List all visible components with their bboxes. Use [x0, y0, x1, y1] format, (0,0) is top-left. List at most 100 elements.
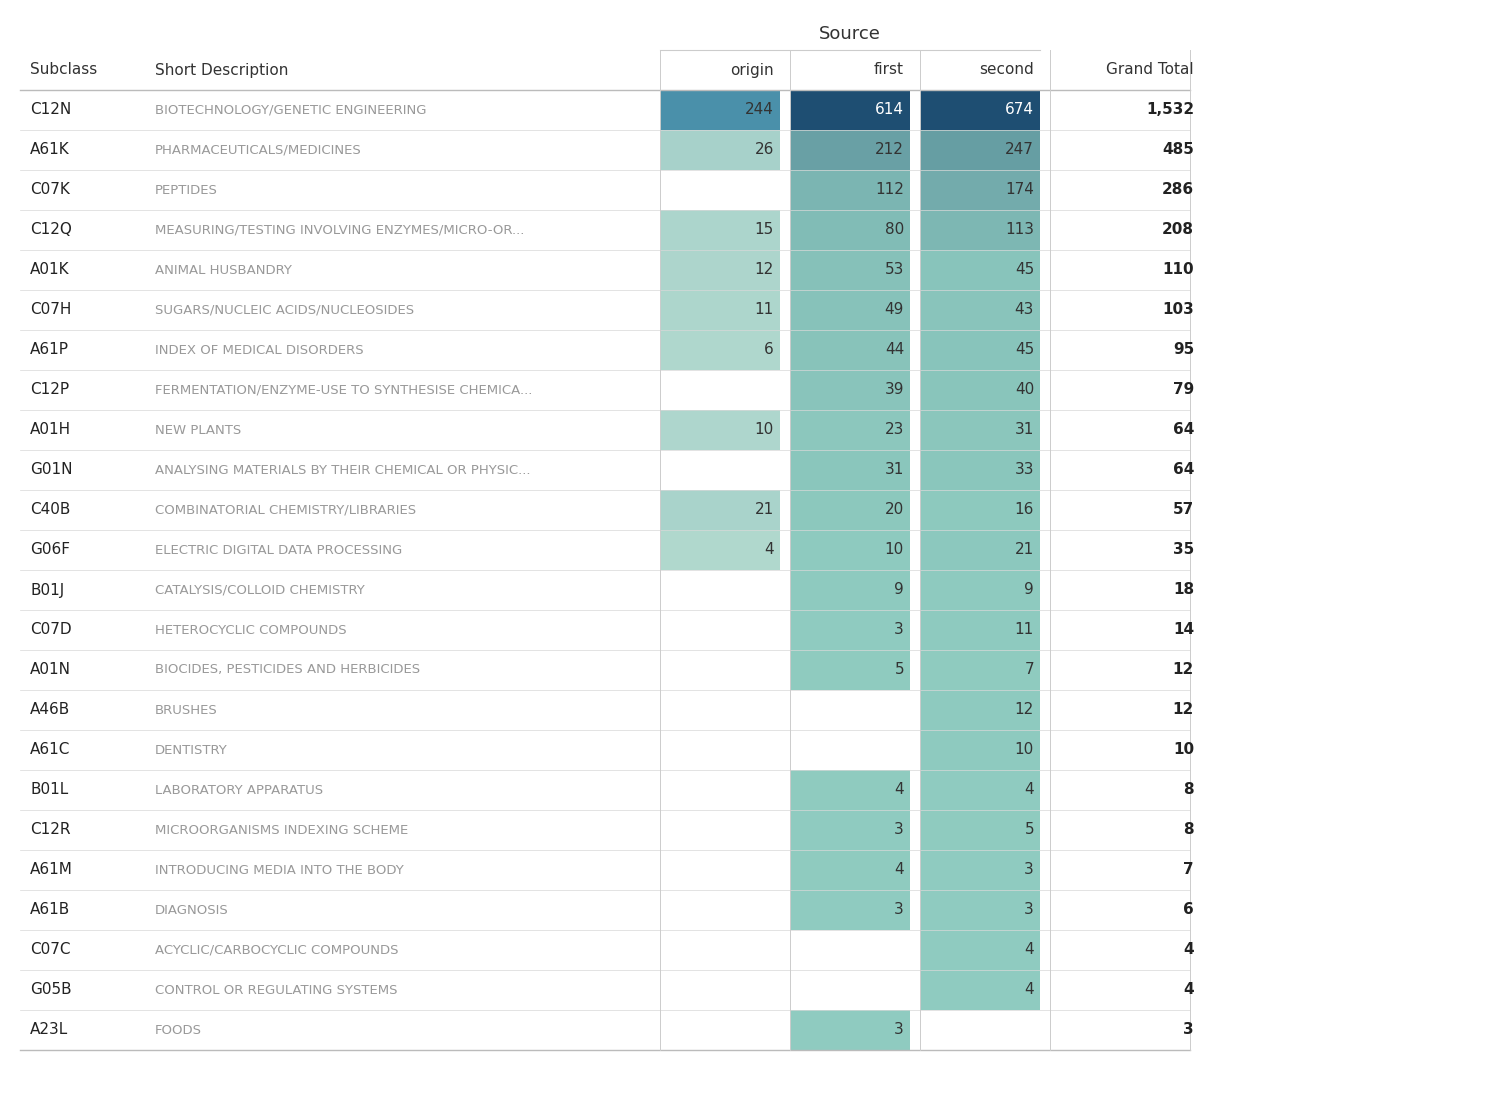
- Text: SUGARS/NUCLEIC ACIDS/NUCLEOSIDES: SUGARS/NUCLEIC ACIDS/NUCLEOSIDES: [154, 303, 413, 316]
- Text: 4: 4: [1025, 983, 1034, 997]
- Text: 12: 12: [1173, 663, 1194, 678]
- Text: G01N: G01N: [30, 463, 72, 477]
- Text: 21: 21: [755, 502, 774, 518]
- Bar: [920, 170, 1040, 210]
- Text: 1,532: 1,532: [1146, 103, 1194, 117]
- Text: 3: 3: [1025, 862, 1034, 878]
- Text: HETEROCYCLIC COMPOUNDS: HETEROCYCLIC COMPOUNDS: [154, 624, 346, 636]
- Bar: [920, 811, 1040, 850]
- Text: 12: 12: [1173, 702, 1194, 718]
- Text: 31: 31: [885, 463, 903, 477]
- Text: 15: 15: [755, 222, 774, 237]
- Bar: [920, 530, 1040, 570]
- Bar: [920, 690, 1040, 730]
- Text: 7: 7: [1025, 663, 1034, 678]
- Text: 16: 16: [1014, 502, 1034, 518]
- Text: C12R: C12R: [30, 823, 70, 837]
- Text: C12N: C12N: [30, 103, 72, 117]
- Text: INDEX OF MEDICAL DISORDERS: INDEX OF MEDICAL DISORDERS: [154, 343, 364, 357]
- Text: 20: 20: [885, 502, 903, 518]
- Text: 95: 95: [1173, 342, 1194, 358]
- Text: 43: 43: [1014, 303, 1034, 318]
- Bar: [789, 890, 909, 930]
- Text: C12P: C12P: [30, 382, 69, 398]
- Text: 7: 7: [1183, 862, 1194, 878]
- Text: 12: 12: [1014, 702, 1034, 718]
- Text: 4: 4: [1183, 942, 1194, 957]
- Text: ELECTRIC DIGITAL DATA PROCESSING: ELECTRIC DIGITAL DATA PROCESSING: [154, 543, 403, 557]
- Bar: [661, 250, 780, 290]
- Bar: [789, 650, 909, 690]
- Text: 64: 64: [1173, 463, 1194, 477]
- Bar: [920, 730, 1040, 770]
- Bar: [661, 490, 780, 530]
- Text: 9: 9: [894, 582, 903, 597]
- Bar: [920, 650, 1040, 690]
- Text: FERMENTATION/ENZYME-USE TO SYNTHESISE CHEMICA...: FERMENTATION/ENZYME-USE TO SYNTHESISE CH…: [154, 383, 532, 397]
- Text: 12: 12: [755, 263, 774, 277]
- Text: ANIMAL HUSBANDRY: ANIMAL HUSBANDRY: [154, 264, 292, 276]
- Text: A23L: A23L: [30, 1023, 69, 1038]
- Text: 3: 3: [894, 1023, 903, 1038]
- Text: 8: 8: [1183, 783, 1194, 797]
- Bar: [920, 410, 1040, 451]
- Bar: [789, 91, 909, 130]
- Text: second: second: [980, 63, 1034, 77]
- Text: origin: origin: [731, 63, 774, 77]
- Bar: [920, 250, 1040, 290]
- Text: A01K: A01K: [30, 263, 69, 277]
- Text: LABORATORY APPARATUS: LABORATORY APPARATUS: [154, 784, 324, 796]
- Bar: [920, 770, 1040, 811]
- Bar: [789, 170, 909, 210]
- Text: B01L: B01L: [30, 783, 69, 797]
- Text: 11: 11: [1014, 623, 1034, 637]
- Text: 247: 247: [1005, 142, 1034, 158]
- Text: PEPTIDES: PEPTIDES: [154, 183, 217, 197]
- Bar: [661, 130, 780, 170]
- Bar: [920, 570, 1040, 610]
- Text: 23: 23: [885, 423, 903, 437]
- Text: first: first: [873, 63, 903, 77]
- Text: ACYCLIC/CARBOCYCLIC COMPOUNDS: ACYCLIC/CARBOCYCLIC COMPOUNDS: [154, 944, 398, 957]
- Bar: [920, 930, 1040, 970]
- Text: 4: 4: [894, 783, 903, 797]
- Text: 3: 3: [1183, 1023, 1194, 1038]
- Bar: [789, 610, 909, 650]
- Bar: [920, 970, 1040, 1010]
- Text: 14: 14: [1173, 623, 1194, 637]
- Text: NEW PLANTS: NEW PLANTS: [154, 424, 241, 436]
- Bar: [920, 490, 1040, 530]
- Text: C40B: C40B: [30, 502, 70, 518]
- Bar: [789, 250, 909, 290]
- Text: 286: 286: [1162, 182, 1194, 198]
- Text: ANALYSING MATERIALS BY THEIR CHEMICAL OR PHYSIC...: ANALYSING MATERIALS BY THEIR CHEMICAL OR…: [154, 464, 530, 476]
- Text: 212: 212: [875, 142, 903, 158]
- Text: 113: 113: [1005, 222, 1034, 237]
- Bar: [920, 130, 1040, 170]
- Text: 6: 6: [1183, 902, 1194, 918]
- Text: C07D: C07D: [30, 623, 72, 637]
- Text: 39: 39: [884, 382, 903, 398]
- Text: G05B: G05B: [30, 983, 72, 997]
- Text: BIOCIDES, PESTICIDES AND HERBICIDES: BIOCIDES, PESTICIDES AND HERBICIDES: [154, 663, 419, 676]
- Bar: [789, 530, 909, 570]
- Text: 35: 35: [1173, 542, 1194, 558]
- Bar: [920, 210, 1040, 250]
- Text: 674: 674: [1005, 103, 1034, 117]
- Text: 4: 4: [1025, 783, 1034, 797]
- Text: 4: 4: [1025, 942, 1034, 957]
- Text: 18: 18: [1173, 582, 1194, 597]
- Text: 31: 31: [1014, 423, 1034, 437]
- Text: A61B: A61B: [30, 902, 70, 918]
- Text: PHARMACEUTICALS/MEDICINES: PHARMACEUTICALS/MEDICINES: [154, 143, 361, 157]
- Text: A61M: A61M: [30, 862, 73, 878]
- Text: C07H: C07H: [30, 303, 72, 318]
- Text: 10: 10: [1173, 742, 1194, 758]
- Bar: [920, 91, 1040, 130]
- Text: 33: 33: [1014, 463, 1034, 477]
- Text: Source: Source: [819, 25, 881, 42]
- Text: C07C: C07C: [30, 942, 70, 957]
- Bar: [789, 370, 909, 410]
- Text: A61K: A61K: [30, 142, 70, 158]
- Bar: [789, 770, 909, 811]
